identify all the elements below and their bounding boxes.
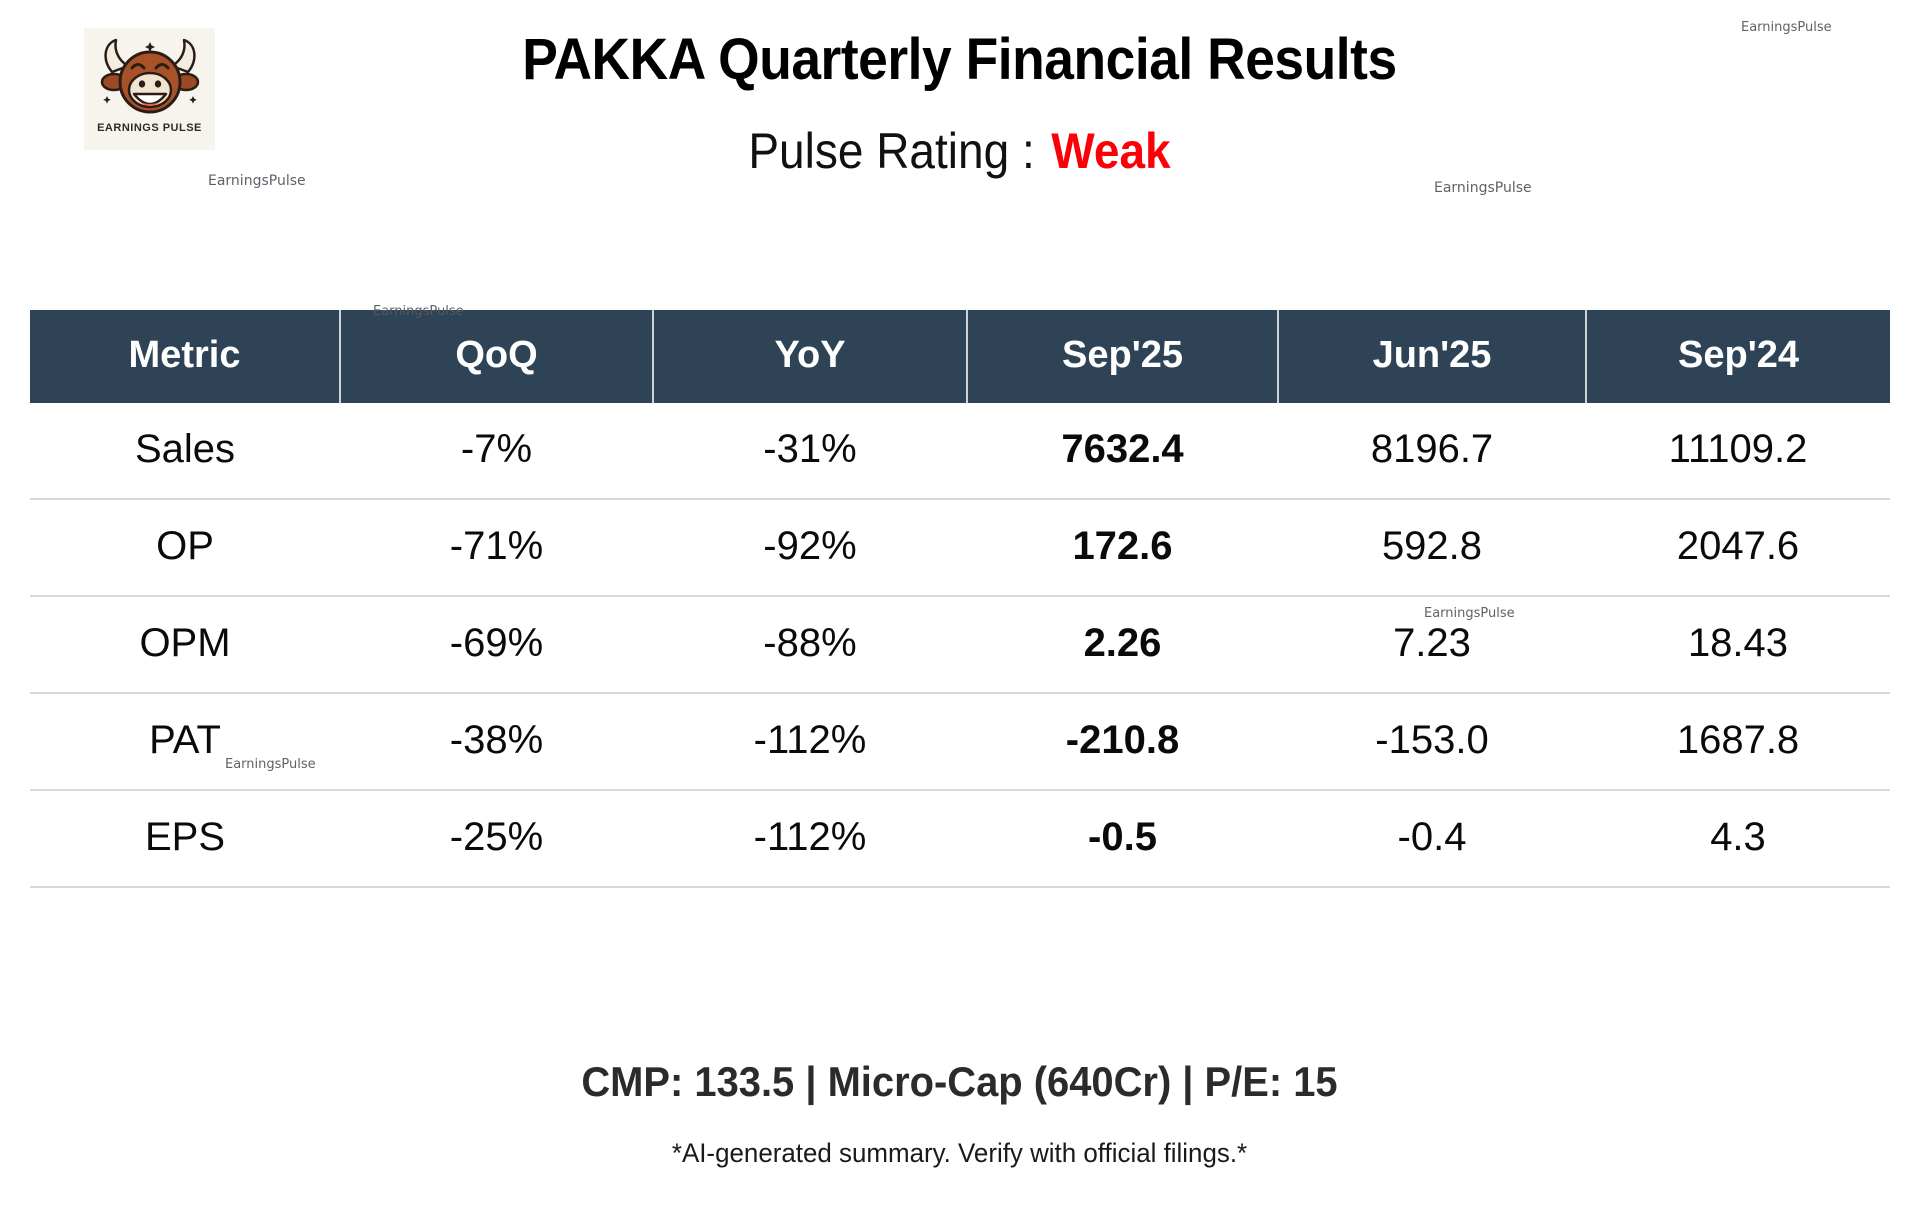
cell-jun25: 7.23 xyxy=(1278,596,1586,694)
column-header-jun25: Jun'25 xyxy=(1278,310,1587,403)
cell-metric: EPS xyxy=(30,790,340,888)
column-header-qoq: QoQ xyxy=(340,310,654,403)
cell-yoy: -31% xyxy=(653,403,967,500)
disclaimer-text: *AI-generated summary. Verify with offic… xyxy=(671,1138,1248,1168)
cell-sep24: 4.3 xyxy=(1586,790,1890,888)
column-header-sep25: Sep'25 xyxy=(967,310,1279,403)
brand-logo-wordmark: EARNINGS PULSE xyxy=(97,122,202,134)
cell-sep24: 2047.6 xyxy=(1586,499,1890,597)
cell-yoy: -112% xyxy=(653,790,967,888)
cell-yoy: -112% xyxy=(653,693,967,791)
bull-mascot-icon xyxy=(100,38,199,114)
cell-sep24: 18.43 xyxy=(1586,596,1890,694)
cell-jun25: 592.8 xyxy=(1278,499,1586,597)
cell-jun25: -153.0 xyxy=(1278,693,1586,791)
cell-metric: PAT xyxy=(30,693,340,791)
cell-qoq: -38% xyxy=(340,693,653,791)
valuation-summary: CMP: 133.5 | Micro-Cap (640Cr) | P/E: 15 xyxy=(581,1058,1338,1105)
table-row: PAT -38% -112% -210.8 -153.0 1687.8 xyxy=(30,693,1890,791)
cell-qoq: -71% xyxy=(340,499,653,597)
quarterly-results-table: Metric QoQ YoY Sep'25 Jun'25 Sep'24 Sale… xyxy=(30,310,1890,888)
table-row: Sales -7% -31% 7632.4 8196.7 11109.2 xyxy=(30,403,1890,500)
brand-logo: EARNINGS PULSE xyxy=(84,28,215,150)
column-header-sep24: Sep'24 xyxy=(1586,310,1890,403)
pulse-rating-value: Weak xyxy=(1051,123,1171,179)
cell-jun25: 8196.7 xyxy=(1278,403,1586,500)
pulse-rating-line: Pulse Rating : Weak xyxy=(77,122,1842,180)
column-header-metric: Metric xyxy=(30,310,341,403)
table-row: OPM -69% -88% 2.26 7.23 18.43 xyxy=(30,596,1890,694)
cell-sep25: -210.8 xyxy=(967,693,1278,791)
cell-jun25: -0.4 xyxy=(1278,790,1586,888)
cell-metric: OP xyxy=(30,499,340,597)
cell-sep25: -0.5 xyxy=(967,790,1278,888)
cell-qoq: -7% xyxy=(340,403,653,500)
cell-sep24: 11109.2 xyxy=(1586,403,1890,500)
cell-qoq: -25% xyxy=(340,790,653,888)
cell-qoq: -69% xyxy=(340,596,653,694)
cell-yoy: -88% xyxy=(653,596,967,694)
column-header-yoy: YoY xyxy=(653,310,968,403)
page-title: PAKKA Quarterly Financial Results xyxy=(522,27,1397,92)
table-header-row: Metric QoQ YoY Sep'25 Jun'25 Sep'24 xyxy=(30,310,1890,403)
cell-sep25: 2.26 xyxy=(967,596,1278,694)
cell-sep24: 1687.8 xyxy=(1586,693,1890,791)
cell-metric: Sales xyxy=(30,403,340,500)
cell-sep25: 172.6 xyxy=(967,499,1278,597)
table-row: OP -71% -92% 172.6 592.8 2047.6 xyxy=(30,499,1890,597)
table-row: EPS -25% -112% -0.5 -0.4 4.3 xyxy=(30,790,1890,888)
cell-yoy: -92% xyxy=(653,499,967,597)
pulse-rating-label: Pulse Rating : xyxy=(748,123,1035,179)
cell-sep25: 7632.4 xyxy=(967,403,1278,500)
cell-metric: OPM xyxy=(30,596,340,694)
watermark: EarningsPulse xyxy=(1434,180,1532,196)
